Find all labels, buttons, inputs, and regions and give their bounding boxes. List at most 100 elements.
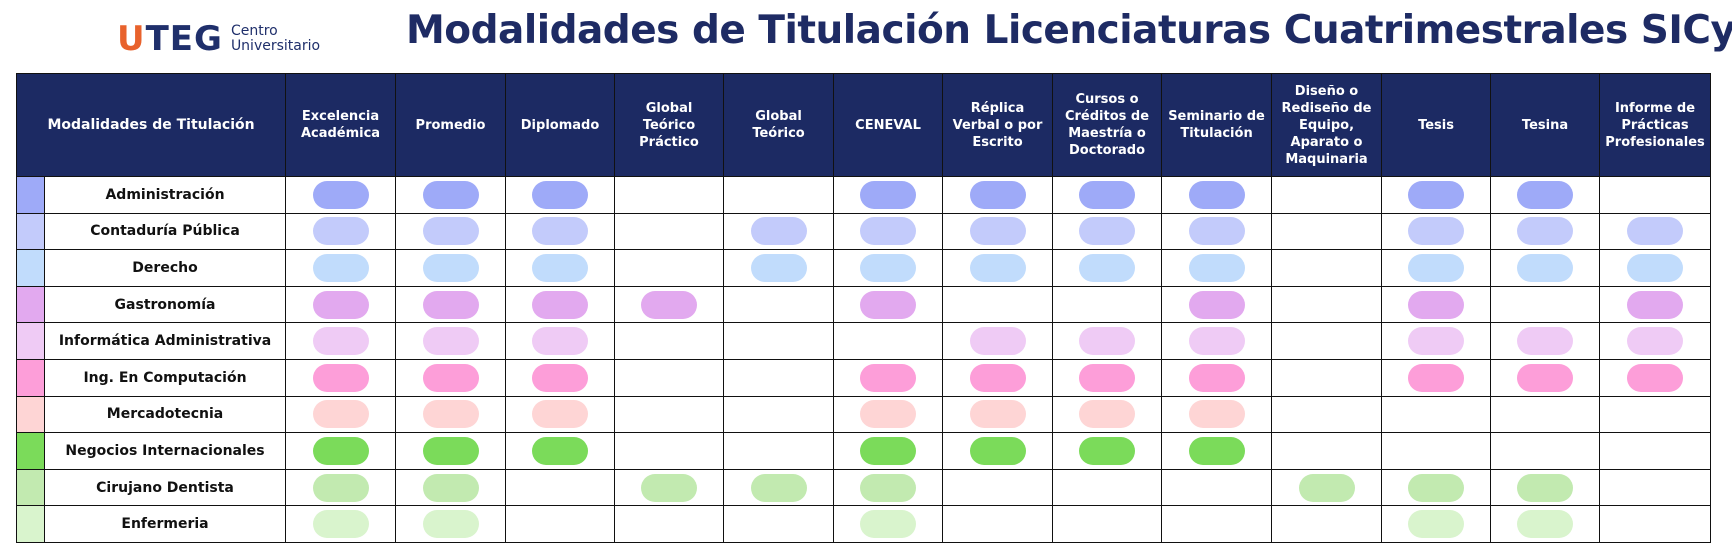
program-name: Enfermeria (43, 505, 287, 543)
available-marker (1079, 400, 1136, 429)
available-marker (1627, 217, 1684, 246)
modality-cell (285, 358, 397, 397)
modality-cell (505, 505, 616, 543)
modality-cell (1381, 432, 1492, 470)
modality-cell (833, 322, 944, 360)
modality-cell (1599, 358, 1712, 397)
modality-cell (1271, 285, 1383, 324)
modality-cell (1381, 395, 1492, 434)
uteg-logo: UTEG Centro Universitario (117, 21, 320, 57)
column-header-excelencia-academica: Excelencia Académica (285, 73, 397, 177)
modality-cell (1381, 285, 1492, 324)
program-color-swatch (16, 322, 45, 360)
modality-cell (942, 432, 1054, 470)
program-name: Informática Administrativa (43, 322, 287, 360)
available-marker (532, 253, 589, 282)
modality-cell (1052, 176, 1163, 214)
modality-cell (942, 395, 1054, 434)
column-header-tesina: Tesina (1490, 73, 1601, 177)
table-row: Ing. En Computación (16, 358, 1712, 397)
table-row: Enfermeria (16, 505, 1712, 543)
modality-cell (395, 468, 507, 507)
available-marker (422, 327, 479, 356)
available-marker (860, 253, 917, 282)
modality-cell (1490, 432, 1601, 470)
available-marker (312, 436, 369, 465)
modality-cell (942, 249, 1054, 287)
available-marker (1408, 290, 1465, 319)
modality-cell (1381, 468, 1492, 507)
modality-cell (614, 249, 725, 287)
available-marker (1408, 473, 1465, 502)
modality-cell (614, 432, 725, 470)
page-title: Modalidades de Titulación Licenciaturas … (406, 8, 1732, 53)
available-marker (312, 217, 369, 246)
modality-cell (505, 322, 616, 360)
table-row: Cirujano Dentista (16, 468, 1712, 507)
available-marker (1408, 217, 1465, 246)
available-marker (641, 290, 698, 319)
modality-cell (1052, 285, 1163, 324)
available-marker (532, 290, 589, 319)
modality-cell (1599, 322, 1712, 360)
column-header-seminario-de-titulacion: Seminario de Titulación (1161, 73, 1273, 177)
modality-cell (395, 358, 507, 397)
available-marker (860, 473, 917, 502)
modality-cell (395, 432, 507, 470)
modality-cell (395, 285, 507, 324)
table-row: Administración (16, 176, 1712, 214)
modality-cell (285, 249, 397, 287)
table-body: Administración Contaduría Pública Derecho G… (16, 176, 1712, 543)
program-name: Contaduría Pública (43, 212, 287, 251)
available-marker (860, 510, 917, 539)
available-marker (1079, 436, 1136, 465)
available-marker (312, 253, 369, 282)
modality-cell (942, 176, 1054, 214)
available-marker (969, 180, 1026, 209)
modality-cell (614, 358, 725, 397)
modality-cell (1161, 395, 1273, 434)
available-marker (1517, 363, 1574, 392)
available-marker (1079, 327, 1136, 356)
available-marker (969, 363, 1026, 392)
modality-cell (395, 322, 507, 360)
program-name: Gastronomía (43, 285, 287, 324)
modality-cell (723, 249, 835, 287)
available-marker (312, 327, 369, 356)
modality-cell (1161, 212, 1273, 251)
table-row: Contaduría Pública (16, 212, 1712, 251)
available-marker (969, 217, 1026, 246)
available-marker (750, 217, 807, 246)
modality-cell (1599, 432, 1712, 470)
column-header-promedio: Promedio (395, 73, 507, 177)
modality-cell (1490, 358, 1601, 397)
modality-cell (614, 212, 725, 251)
modality-cell (723, 322, 835, 360)
logo-wordmark: UTEG (117, 19, 223, 59)
modality-cell (614, 285, 725, 324)
modality-cell (1052, 505, 1163, 543)
program-color-swatch (16, 285, 45, 324)
modality-cell (1490, 505, 1601, 543)
modality-cell (833, 395, 944, 434)
first-column-header: Modalidades de Titulación (15, 73, 287, 177)
modality-cell (614, 176, 725, 214)
modality-cell (723, 505, 835, 543)
available-marker (1188, 253, 1245, 282)
available-marker (312, 180, 369, 209)
modality-cell (1161, 322, 1273, 360)
available-marker (312, 363, 369, 392)
modality-cell (1490, 176, 1601, 214)
available-marker (1298, 473, 1355, 502)
available-marker (1627, 290, 1684, 319)
modality-cell (1052, 249, 1163, 287)
program-color-swatch (16, 395, 45, 434)
available-marker (1188, 436, 1245, 465)
available-marker (1408, 180, 1465, 209)
modality-cell (1271, 395, 1383, 434)
modality-cell (1052, 395, 1163, 434)
available-marker (969, 436, 1026, 465)
modality-cell (723, 395, 835, 434)
modality-cell (505, 432, 616, 470)
available-marker (750, 253, 807, 282)
